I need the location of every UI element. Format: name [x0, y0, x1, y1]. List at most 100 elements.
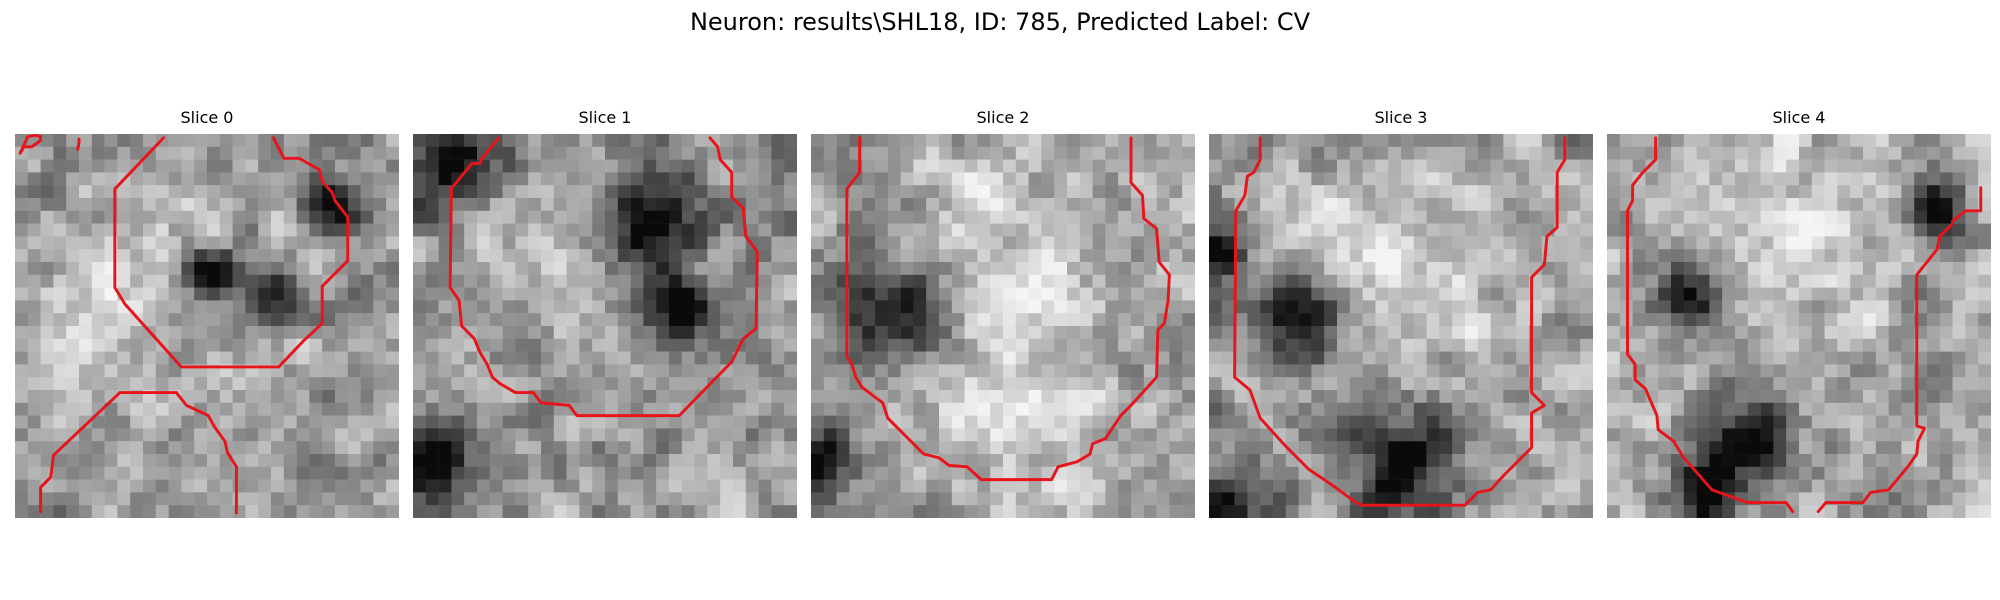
pixel: [309, 172, 323, 186]
pixel: [1837, 262, 1851, 276]
pixel: [309, 364, 323, 378]
pixel: [964, 134, 978, 148]
pixel: [451, 326, 465, 340]
pixel: [553, 262, 567, 276]
pixel: [1607, 428, 1621, 442]
pixel: [194, 313, 208, 327]
pixel: [720, 134, 734, 148]
pixel: [1413, 402, 1427, 416]
pixel: [1105, 377, 1119, 391]
pixel: [1273, 492, 1287, 506]
pixel: [258, 441, 272, 455]
pixel: [1362, 185, 1376, 199]
pixel: [990, 274, 1004, 288]
pixel: [168, 274, 182, 288]
pixel: [811, 326, 825, 340]
pixel: [811, 351, 825, 365]
pixel: [1015, 428, 1029, 442]
pixel: [309, 146, 323, 160]
pixel: [707, 185, 721, 199]
pixel: [1863, 466, 1877, 480]
pixel: [1888, 313, 1902, 327]
pixel: [630, 236, 644, 250]
pixel: [1709, 262, 1723, 276]
pixel: [155, 249, 169, 263]
pixel: [168, 146, 182, 160]
pixel: [630, 466, 644, 480]
pixel: [477, 377, 491, 391]
pixel: [464, 390, 478, 404]
pixel: [1567, 236, 1581, 250]
pixel: [1092, 134, 1106, 148]
pixel: [553, 454, 567, 468]
pixel: [1722, 236, 1736, 250]
pixel: [1105, 338, 1119, 352]
pixel: [1209, 159, 1223, 173]
pixel: [1362, 172, 1376, 186]
pixel: [849, 223, 863, 237]
pixel: [566, 415, 580, 429]
pixel: [694, 338, 708, 352]
pixel: [1105, 236, 1119, 250]
pixel: [669, 415, 683, 429]
pixel: [1607, 415, 1621, 429]
pixel: [1143, 313, 1157, 327]
pixel: [1580, 210, 1593, 224]
pixel: [1952, 134, 1966, 148]
pixel: [117, 159, 131, 173]
pixel: [451, 274, 465, 288]
pixel: [1156, 274, 1170, 288]
pixel: [617, 466, 631, 480]
pixel: [1362, 428, 1376, 442]
pixel: [1760, 505, 1774, 518]
contour-line: [1626, 136, 1795, 514]
pixel: [360, 134, 374, 148]
pixel: [438, 377, 452, 391]
pixel: [502, 364, 516, 378]
pixel: [1131, 428, 1145, 442]
pixel: [1658, 236, 1672, 250]
pixel: [694, 134, 708, 148]
pixel: [707, 492, 721, 506]
pixel: [592, 300, 606, 314]
pixel: [1311, 185, 1325, 199]
pixel: [1503, 146, 1517, 160]
pixel: [1978, 159, 1991, 173]
pixel: [1247, 274, 1261, 288]
pixel: [1015, 198, 1029, 212]
pixel: [758, 198, 772, 212]
pixel: [1927, 492, 1941, 506]
pixel: [964, 454, 978, 468]
pixel: [1273, 338, 1287, 352]
pixel: [1863, 505, 1877, 518]
slice-image: [413, 134, 797, 518]
pixel: [1079, 134, 1093, 148]
pixel: [271, 428, 285, 442]
pixel: [745, 249, 759, 263]
pixel: [951, 134, 965, 148]
pixel: [130, 492, 144, 506]
pixel: [386, 428, 399, 442]
pixel: [913, 415, 927, 429]
pixel: [1131, 249, 1145, 263]
pixel: [155, 274, 169, 288]
pixel: [347, 364, 361, 378]
pixel: [1118, 326, 1132, 340]
pixel: [784, 351, 797, 365]
pixel: [1234, 287, 1248, 301]
pixel: [1092, 326, 1106, 340]
pixel: [309, 185, 323, 199]
pixel: [875, 377, 889, 391]
pixel: [451, 415, 465, 429]
pixel: [1607, 313, 1621, 327]
pixel: [1619, 402, 1633, 416]
pixel: [1465, 236, 1479, 250]
pixel: [1850, 249, 1864, 263]
pixel: [1247, 134, 1261, 148]
pixel: [811, 210, 825, 224]
pixel: [990, 505, 1004, 518]
pixel: [15, 479, 29, 493]
pixel: [1079, 492, 1093, 506]
pixel: [1247, 313, 1261, 327]
pixel: [1580, 198, 1593, 212]
